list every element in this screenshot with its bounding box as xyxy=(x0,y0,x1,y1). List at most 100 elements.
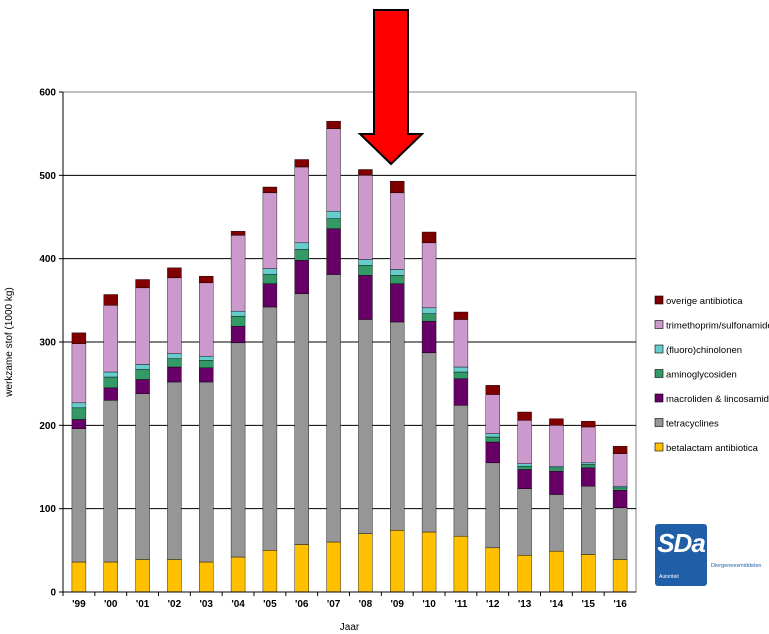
legend-swatch xyxy=(654,442,664,452)
bar-segment xyxy=(485,394,500,434)
x-axis-label: Jaar xyxy=(340,622,360,633)
bar-segment xyxy=(71,561,87,593)
bar-segment xyxy=(612,445,628,454)
bar-segment xyxy=(358,265,373,276)
bar-segment xyxy=(390,275,405,284)
bar-segment xyxy=(485,433,500,438)
bar-segment xyxy=(549,467,564,472)
legend-swatch xyxy=(654,369,664,378)
bar-segment xyxy=(167,366,182,383)
bar-segment xyxy=(421,242,437,309)
bar-segment xyxy=(453,311,469,320)
bar-segment xyxy=(581,420,596,428)
bar-segment xyxy=(612,559,628,593)
bar-segment xyxy=(262,192,278,269)
bar-segment xyxy=(421,231,437,244)
bar-segment xyxy=(517,488,532,556)
x-tick-label: '09 xyxy=(390,599,404,610)
bar-segment xyxy=(199,367,214,383)
bar-segment xyxy=(326,210,341,219)
y-tick-label: 500 xyxy=(39,171,56,182)
bar-segment xyxy=(549,425,564,467)
bar-segment xyxy=(390,192,405,270)
bar-segment xyxy=(135,287,150,365)
x-tick-label: '06 xyxy=(295,599,309,610)
bar-segment xyxy=(358,275,373,320)
sda-logo-tagline: Diergeneesmiddelen xyxy=(711,563,762,569)
bar-segment xyxy=(167,277,182,354)
bar-segment xyxy=(262,186,278,194)
bar-segment xyxy=(549,550,564,593)
bar-segment xyxy=(581,426,596,464)
bar-segment xyxy=(453,378,469,406)
bar-segment xyxy=(230,556,246,593)
y-tick-label: 400 xyxy=(39,254,56,265)
x-tick-label: '12 xyxy=(486,599,500,610)
x-tick-label: '10 xyxy=(422,599,436,610)
bar-segment xyxy=(421,307,437,314)
bar-segment xyxy=(199,360,214,369)
bar-segment xyxy=(71,343,87,404)
bar-segment xyxy=(390,321,405,531)
bar-segment xyxy=(612,490,628,509)
x-tick-label: '01 xyxy=(136,599,150,610)
bar-segment xyxy=(612,485,628,489)
bar-segment xyxy=(549,494,564,552)
legend-label: aminoglycosiden xyxy=(666,370,737,381)
legend-label: betalactam antibiotica xyxy=(666,443,759,454)
bar-segment xyxy=(294,293,309,545)
bar-segment xyxy=(262,550,278,593)
y-tick-label: 200 xyxy=(39,421,56,432)
bar-segment xyxy=(517,463,532,467)
bar-segment xyxy=(581,554,596,593)
bar-segment xyxy=(485,441,500,464)
sda-logo-subtext: Autoriteit xyxy=(659,574,679,580)
bar-segment xyxy=(262,306,278,551)
bar-segment xyxy=(135,369,150,380)
bar-segment xyxy=(230,315,246,327)
bar-segment xyxy=(421,352,437,533)
bar-segment xyxy=(294,260,309,294)
bar-segment xyxy=(294,249,309,261)
bar-segment xyxy=(167,267,182,279)
legend-label: overige antibiotica xyxy=(666,296,743,307)
legend-swatch xyxy=(654,418,664,427)
y-axis-label: werkzame stof (1000 kg) xyxy=(4,287,15,398)
sda-logo: SDa Autoriteit Diergeneesmiddelen xyxy=(655,524,765,586)
bar-segment xyxy=(390,269,405,276)
bar-segment xyxy=(103,294,118,306)
bar-segment xyxy=(199,282,214,357)
bar-segment xyxy=(135,279,150,289)
bar-segment xyxy=(135,393,150,560)
bar-segment xyxy=(581,467,596,487)
bar-segment xyxy=(71,332,87,344)
legend: overige antibiotica trimethoprim/sulfonam… xyxy=(654,295,769,454)
red-down-arrow-annotation xyxy=(357,9,425,166)
bar-segment xyxy=(262,274,278,284)
bar-segment xyxy=(199,561,214,593)
bar-segment xyxy=(549,418,564,426)
bar-segment xyxy=(294,544,309,593)
x-tick-label: '07 xyxy=(327,599,341,610)
bar-segment xyxy=(103,561,118,593)
bar-segment xyxy=(103,305,118,373)
bar-segment xyxy=(262,283,278,308)
sda-logo-text: SDa xyxy=(657,528,706,558)
bar-segment xyxy=(485,547,500,593)
bar-segment xyxy=(453,535,469,593)
bar-segment xyxy=(453,371,469,379)
bar-segment xyxy=(230,310,246,317)
bar-segment xyxy=(517,465,532,470)
bar-segment xyxy=(581,485,596,555)
bar-segment xyxy=(230,230,246,236)
bar-segment xyxy=(103,371,118,378)
bar-segment xyxy=(326,120,341,129)
bar-segment xyxy=(199,381,214,563)
bar-segment xyxy=(167,381,182,560)
legend-label: tetracyclines xyxy=(666,419,719,430)
bar-segment xyxy=(135,379,150,394)
bar-segment xyxy=(358,533,373,593)
bar-segment xyxy=(358,175,373,260)
x-tick-label: '11 xyxy=(454,599,467,610)
